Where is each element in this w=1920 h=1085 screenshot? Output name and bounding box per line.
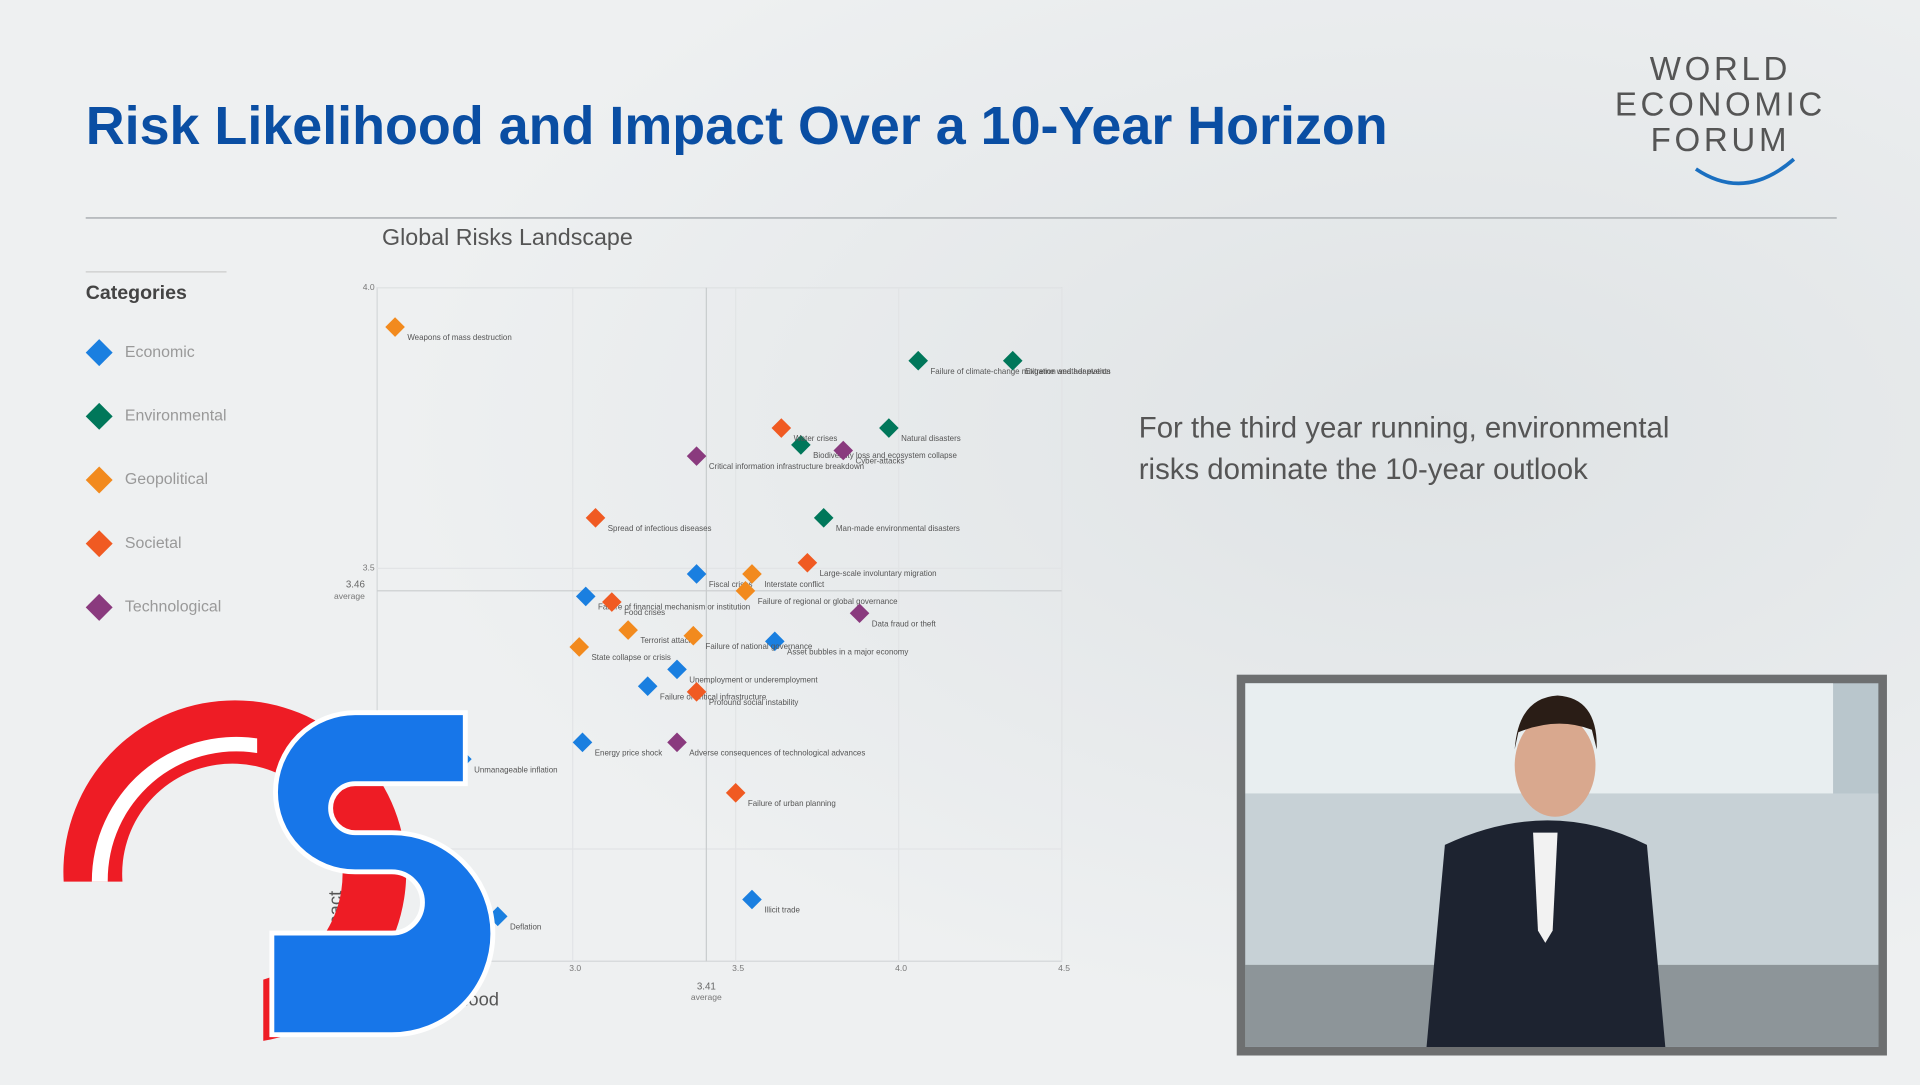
point-label: Energy price shock — [595, 748, 663, 757]
person-hair — [1514, 695, 1597, 750]
data-point — [797, 552, 818, 573]
x-tick-label: 4.0 — [895, 963, 907, 973]
point-label: Critical information infrastructure brea… — [709, 462, 864, 471]
chart-title: Global Risks Landscape — [382, 224, 633, 250]
point-label: Extreme weather events — [1025, 367, 1111, 376]
legend-marker — [85, 530, 113, 558]
data-point — [385, 317, 405, 337]
data-point — [765, 631, 785, 652]
legend-marker — [85, 402, 113, 430]
legend-label: Societal — [125, 535, 182, 552]
point-label: Weapons of mass destruction — [407, 333, 511, 342]
person-shirt — [1533, 832, 1558, 943]
point-label: Failure of regional or global governance — [758, 597, 898, 606]
point-label: Food crises — [624, 608, 665, 617]
legend-marker — [85, 339, 113, 367]
point-label: Cyber-attacks — [855, 457, 904, 466]
x-tick-label: 4.5 — [1058, 963, 1070, 973]
slide-text: For the third year running, environmenta… — [1139, 412, 1670, 445]
data-point — [725, 783, 746, 803]
legend-label: Technological — [125, 599, 221, 616]
data-point — [575, 586, 596, 607]
point-label: Failure of financial mechanism or instit… — [598, 603, 750, 612]
point-label: Biodiversity loss and ecosystem collapse — [813, 451, 957, 460]
point-label: Data fraud or theft — [872, 619, 937, 628]
data-point — [1002, 350, 1023, 371]
average-value: 3.46 — [346, 579, 366, 590]
point-label: Fiscal crises — [709, 580, 753, 589]
point-label: Man-made environmental disasters — [836, 524, 960, 533]
point-label: Spread of infectious diseases — [608, 524, 712, 533]
legend-title: Categories — [86, 282, 187, 304]
x-tick-label: 3.5 — [732, 963, 744, 973]
legend-marker — [85, 466, 113, 494]
point-label: State collapse or crisis — [591, 653, 670, 662]
data-point — [879, 418, 899, 438]
logo-line: ECONOMIC — [1615, 86, 1826, 123]
point-label: Failure of climate-change mitigation and… — [930, 367, 1110, 376]
average-label: average — [334, 591, 365, 601]
y-tick-label: 3.5 — [363, 563, 375, 573]
average-label: average — [691, 992, 722, 1002]
legend-label: Geopolitical — [125, 471, 208, 488]
data-point — [849, 603, 870, 624]
point-label: Terrorist attacks — [640, 636, 696, 645]
point-label: Deflation — [510, 922, 541, 931]
cs-logo-c-inner — [91, 736, 258, 882]
point-label: Natural disasters — [901, 434, 961, 443]
point-label: Failure of urban planning — [748, 799, 836, 808]
point-label: Profound social instability — [709, 698, 799, 707]
legend-label: Environmental — [125, 408, 227, 425]
plot: 3.03.54.04.53.03.54.03.41average3.46aver… — [85, 282, 1111, 1002]
data-point — [618, 620, 638, 640]
legend-label: Economic — [125, 344, 195, 361]
data-point — [686, 446, 707, 466]
logo-line: WORLD — [1650, 51, 1791, 88]
logo: WORLD ECONOMIC FORUM — [1615, 51, 1826, 186]
average-value: 3.41 — [697, 982, 716, 993]
point-label: Unmanageable inflation — [474, 765, 557, 774]
data-point — [908, 350, 929, 371]
data-point — [585, 508, 606, 528]
data-point — [667, 659, 687, 680]
point-label: Interstate conflict — [764, 580, 825, 589]
logo-line: FORUM — [1651, 122, 1791, 159]
person-head — [1514, 713, 1596, 817]
data-point — [813, 508, 834, 528]
slide-title: Risk Likelihood and Impact Over a 10-Yea… — [86, 96, 1388, 156]
point-label: Adverse consequences of technological ad… — [689, 748, 865, 757]
overlay — [63, 674, 1887, 1056]
data-point — [572, 732, 593, 753]
point-label: Water crises — [794, 434, 838, 443]
x-tick-label: 3.0 — [569, 963, 581, 973]
point-label: Failure of national governance — [706, 642, 813, 651]
point-label: Unemployment or underemployment — [689, 676, 818, 685]
data-point — [637, 676, 658, 697]
point-label: Failure of critical infrastructure — [660, 692, 767, 701]
slide-text: risks dominate the 10-year outlook — [1139, 453, 1588, 486]
point-label: Asset bubbles in a major economy — [787, 647, 908, 656]
data-point — [686, 682, 707, 702]
cs-logo-s — [269, 710, 496, 1038]
y-tick-label: 4.0 — [363, 282, 375, 292]
point-label: Large-scale involuntary migration — [820, 569, 937, 578]
data-point — [833, 440, 854, 461]
point-label: Illicit trade — [764, 906, 800, 915]
data-point — [667, 732, 687, 753]
